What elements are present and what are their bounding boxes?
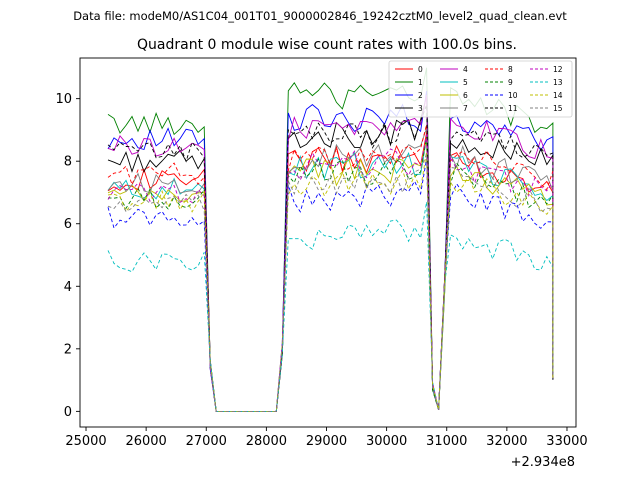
x-tick-label: 29000 xyxy=(306,434,347,449)
series-line-3 xyxy=(107,95,554,412)
legend-label: 2 xyxy=(418,91,423,100)
x-tick-label: 30000 xyxy=(366,434,407,449)
legend-label: 0 xyxy=(418,65,423,74)
legend-label: 6 xyxy=(463,91,468,100)
x-tick-label: 28000 xyxy=(246,434,287,449)
x-tick-label: 33000 xyxy=(546,434,587,449)
legend-label: 9 xyxy=(508,78,513,87)
legend-label: 12 xyxy=(553,65,563,74)
series-line-14 xyxy=(107,151,554,412)
y-tick-label: 0 xyxy=(64,405,72,420)
series-line-8 xyxy=(107,124,554,412)
legend-label: 8 xyxy=(508,65,513,74)
legend-label: 1 xyxy=(418,78,423,87)
x-tick-label: 32000 xyxy=(486,434,527,449)
y-tick-label: 6 xyxy=(64,217,72,232)
supertitle: Data file: modeM0/AS1C04_001T01_90000028… xyxy=(73,9,567,23)
legend-label: 15 xyxy=(553,104,563,113)
series-line-5 xyxy=(107,138,554,412)
legend-label: 13 xyxy=(553,78,563,87)
x-tick-label: 27000 xyxy=(186,434,227,449)
y-tick-label: 8 xyxy=(64,155,72,170)
series-line-4 xyxy=(107,95,554,412)
y-tick-label: 2 xyxy=(64,342,72,357)
x-tick-label: 26000 xyxy=(125,434,166,449)
x-tick-label: 31000 xyxy=(426,434,467,449)
legend-label: 7 xyxy=(463,104,468,113)
legend-label: 10 xyxy=(508,91,518,100)
series-line-9 xyxy=(107,137,554,412)
series-lines xyxy=(107,67,554,412)
series-line-13 xyxy=(107,201,554,412)
chart-title: Quadrant 0 module wise count rates with … xyxy=(137,37,517,53)
legend-label: 14 xyxy=(553,91,563,100)
plot-frame xyxy=(79,57,577,428)
series-line-2 xyxy=(107,90,554,412)
series-line-12 xyxy=(107,134,554,412)
legend-label: 3 xyxy=(418,104,423,113)
series-line-11 xyxy=(107,104,554,412)
series-line-7 xyxy=(107,128,554,412)
y-tick-label: 10 xyxy=(55,92,72,107)
y-tick-label: 4 xyxy=(64,280,72,295)
legend-label: 5 xyxy=(463,78,468,87)
x-tick-label: 25000 xyxy=(65,434,106,449)
series-line-10 xyxy=(107,158,554,412)
legend-label: 11 xyxy=(508,104,518,113)
legend-box xyxy=(388,60,573,118)
x-axis-offset-label: +2.934e8 xyxy=(511,455,575,470)
legend-label: 4 xyxy=(463,65,468,74)
axes: 25000 26000 27000 28000 29000 30000 31000 32000… xyxy=(55,57,588,449)
series-line-15 xyxy=(107,153,554,412)
series-line-1 xyxy=(107,67,554,412)
